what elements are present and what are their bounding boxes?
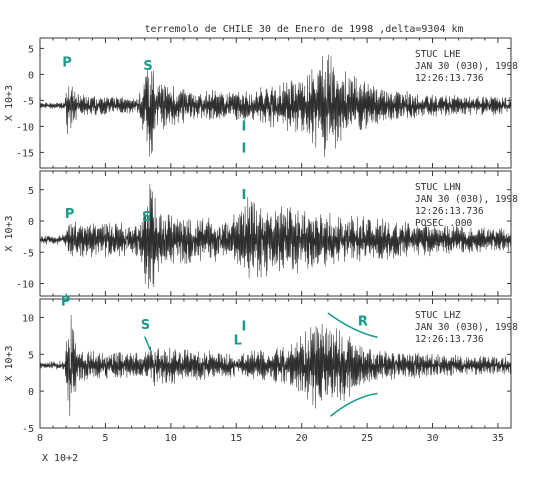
y-tick-label: 5: [28, 350, 34, 361]
phase-annotation-i: I: [241, 141, 246, 156]
y-tick-label: 0: [28, 387, 34, 398]
x-axis-label: X 10+2: [42, 453, 78, 464]
y-tick-label: -5: [22, 96, 34, 107]
phase-annotation-r: R: [358, 315, 368, 330]
station-name: STUC LHN: [415, 182, 461, 193]
y-tick-label: -10: [16, 122, 34, 133]
x-tick-label: 35: [492, 433, 504, 444]
phase-annotation-p: P: [65, 207, 75, 222]
y-tick-label: -5: [22, 424, 34, 435]
phase-annotation-l: L: [234, 334, 242, 349]
surface-wave-bracket-top: [327, 312, 378, 339]
y-tick-label: 0: [28, 217, 34, 228]
phase-annotation-i: I: [241, 120, 246, 135]
surface-wave-bracket-bottom: [329, 392, 378, 417]
y-axis-label: X 10+3: [4, 345, 15, 381]
phase-annotation-s: S: [141, 318, 150, 333]
y-axis-label: X 10+3: [4, 85, 15, 121]
y-tick-label: 5: [28, 44, 34, 55]
y-tick-label: 10: [22, 313, 34, 324]
phase-annotation-i: I: [241, 188, 246, 203]
station-name: STUC LHE: [415, 49, 461, 60]
y-tick-label: -15: [16, 148, 34, 159]
y-axis-label: X 10+3: [4, 215, 15, 251]
station-date: JAN 30 (030), 1998: [415, 194, 518, 205]
station-date: JAN 30 (030), 1998: [415, 61, 518, 72]
phase-annotation-p: P: [62, 56, 72, 71]
x-tick-label: 10: [165, 433, 177, 444]
chart-title: terremolo de CHILE 30 de Enero de 1998 ,…: [144, 24, 463, 35]
station-time: 12:26:13.736: [415, 334, 484, 345]
x-tick-label: 5: [102, 433, 108, 444]
y-tick-label: -5: [22, 248, 34, 259]
y-tick-label: 0: [28, 70, 34, 81]
x-tick-label: 25: [361, 433, 373, 444]
phase-annotation-s: S: [142, 210, 151, 225]
waveform-trace: [39, 314, 512, 417]
phase-annotation-p: P: [61, 295, 71, 310]
station-time: 12:26:13.736: [415, 73, 484, 84]
x-tick-label: 20: [296, 433, 308, 444]
phase-annotation-i: I: [241, 320, 246, 335]
waveform-trace: [39, 54, 512, 158]
x-tick-label: 0: [37, 433, 43, 444]
phase-annotation-s: S: [143, 59, 152, 74]
waveform-trace: [39, 183, 512, 289]
station-name: STUC LHZ: [415, 310, 461, 321]
y-tick-label: -10: [16, 280, 34, 291]
y-tick-label: 5: [28, 186, 34, 197]
station-date: JAN 30 (030), 1998: [415, 322, 518, 333]
x-tick-label: 15: [230, 433, 242, 444]
station-extra: POSEC .000: [415, 218, 472, 229]
x-tick-label: 30: [426, 433, 438, 444]
s-arrival-line: [143, 336, 152, 353]
station-time: 12:26:13.736: [415, 206, 484, 217]
